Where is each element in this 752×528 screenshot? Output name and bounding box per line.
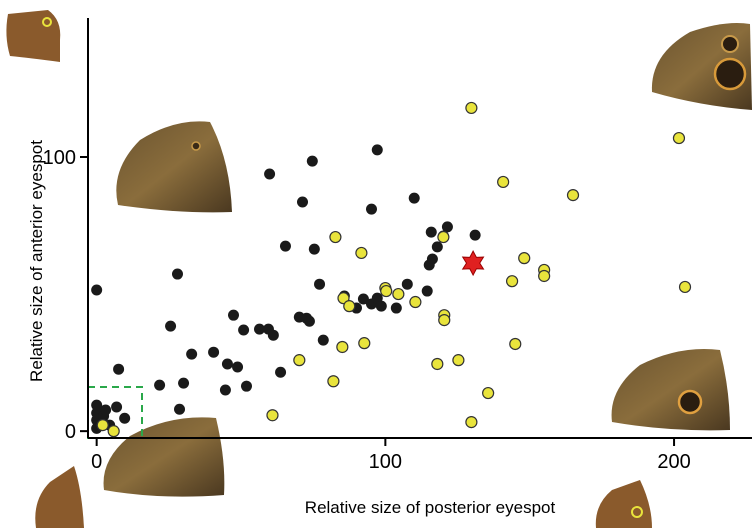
y-tick-label: 0 <box>65 421 76 443</box>
point <box>327 375 340 388</box>
point <box>465 415 478 429</box>
point <box>186 348 198 360</box>
y-axis-label: Relative size of anterior eyespot <box>27 140 46 382</box>
point <box>538 269 551 283</box>
point <box>437 230 450 244</box>
point <box>279 240 291 252</box>
x-tick-label: 0 <box>91 451 102 473</box>
point <box>482 386 495 400</box>
point <box>100 404 112 416</box>
point <box>431 357 444 371</box>
point <box>165 320 177 332</box>
point <box>421 285 433 297</box>
point <box>267 329 279 341</box>
point <box>441 221 453 233</box>
x-tick-label: 100 <box>369 451 402 473</box>
point <box>178 377 190 389</box>
point <box>113 363 125 375</box>
wing-icon <box>35 466 84 528</box>
point <box>469 229 481 241</box>
wing-icon <box>6 10 61 62</box>
point <box>238 324 250 336</box>
point <box>438 314 451 327</box>
wing-icon <box>595 480 652 528</box>
point <box>221 358 233 370</box>
star-point <box>461 250 485 277</box>
point <box>174 403 186 415</box>
point <box>275 366 287 378</box>
point <box>171 268 183 280</box>
x-axis-label: Relative size of posterior eyespot <box>305 498 556 517</box>
point <box>96 419 109 432</box>
point <box>566 189 580 202</box>
point <box>264 168 276 180</box>
point <box>392 287 405 301</box>
point <box>317 334 329 346</box>
point <box>505 275 519 288</box>
point <box>306 155 318 167</box>
point <box>408 192 420 204</box>
point <box>111 401 123 413</box>
point <box>375 300 387 312</box>
point <box>401 278 413 290</box>
eyespot <box>677 389 703 415</box>
eyespot-icon <box>631 506 643 518</box>
x-tick-label: 200 <box>657 451 690 473</box>
point <box>343 300 356 313</box>
point <box>228 309 240 321</box>
point <box>390 302 402 314</box>
point <box>497 175 510 189</box>
point <box>91 399 103 411</box>
point <box>154 379 166 391</box>
eyespot-icon <box>42 17 52 27</box>
point <box>365 203 377 215</box>
point <box>672 131 686 145</box>
eyespot <box>721 35 739 53</box>
wing-photo <box>103 417 225 497</box>
point <box>371 144 383 156</box>
point <box>355 246 368 260</box>
point <box>308 243 320 255</box>
point <box>431 241 443 253</box>
point <box>336 340 349 354</box>
point <box>303 315 315 327</box>
point <box>425 226 437 238</box>
y-tick-label: 100 <box>43 147 76 169</box>
point <box>409 295 422 309</box>
point <box>91 284 103 296</box>
point <box>678 280 692 294</box>
point <box>357 293 369 305</box>
point <box>380 284 393 298</box>
point <box>219 384 231 396</box>
point <box>208 346 220 358</box>
point <box>240 380 252 392</box>
point <box>107 425 120 438</box>
point <box>266 409 279 422</box>
point <box>518 252 531 265</box>
point <box>426 253 438 265</box>
point <box>509 337 522 351</box>
point <box>314 278 326 290</box>
point <box>452 354 465 367</box>
point <box>253 323 265 335</box>
point <box>293 354 306 367</box>
point <box>232 361 244 373</box>
point <box>297 196 309 208</box>
point <box>358 337 371 350</box>
wing-photo <box>116 121 232 213</box>
point <box>329 230 342 244</box>
point <box>119 412 131 424</box>
wing-photo <box>611 349 730 431</box>
eyespot <box>191 141 201 151</box>
point <box>465 101 478 115</box>
eyespot <box>713 57 747 91</box>
